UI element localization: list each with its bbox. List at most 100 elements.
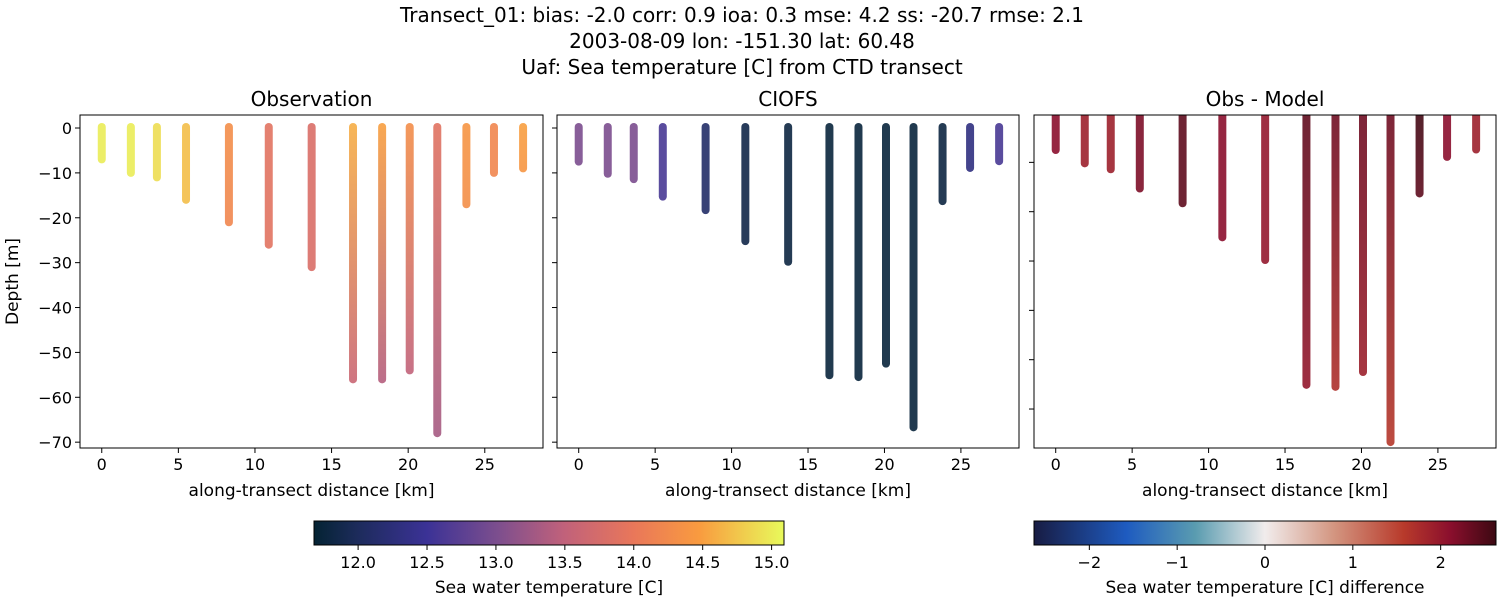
panel-title: CIOFS (758, 87, 817, 111)
panel-title: Observation (251, 87, 373, 111)
station-profile (349, 123, 358, 384)
colorbar-tick-label: 2 (1436, 553, 1446, 572)
x-axis-label: along-transect distance [km] (1142, 481, 1388, 501)
title-line-3: Uaf: Sea temperature [C] from CTD transe… (521, 55, 962, 79)
x-tick-label: 20 (874, 455, 894, 474)
station-profile (433, 123, 442, 438)
axes-frame (1033, 114, 1497, 449)
x-tick-label: 20 (398, 455, 418, 474)
station-profile (1472, 115, 1481, 154)
panel-1: Observation 0 5 10 15 20 25 along-transect dist… (3, 87, 544, 501)
axes-frame (556, 114, 1020, 449)
station-profile (938, 123, 947, 206)
station-profile (519, 123, 528, 173)
panel-title: Obs - Model (1206, 87, 1325, 111)
colorbar-tick-label: 12.5 (409, 553, 445, 572)
station-profile (966, 123, 975, 172)
colorbar-label: Sea water temperature [C] difference (1105, 578, 1424, 598)
station-profile (881, 123, 890, 368)
station-profile (1218, 115, 1227, 242)
station-profile (603, 123, 612, 178)
colorbar-2: −2 −1 0 1 2 Sea water temperature [C] differe… (1033, 520, 1497, 598)
station-profile (909, 123, 918, 432)
colorbar-label: Sea water temperature [C] (435, 578, 663, 598)
station-profile (658, 123, 667, 201)
station-profile (1415, 115, 1424, 198)
colorbar-tick-label: −2 (1078, 553, 1102, 572)
x-tick-label: 5 (650, 455, 660, 474)
station-profile (152, 123, 161, 182)
colorbar-tick-label: 14.0 (616, 553, 652, 572)
colorbar-tick-label: 12.0 (340, 553, 376, 572)
x-tick-label: 0 (97, 455, 107, 474)
colorbar-tick-label: −1 (1165, 553, 1189, 572)
station-profile (1135, 115, 1144, 193)
station-profile (489, 123, 498, 177)
colorbar-tick-label: 15.0 (754, 553, 790, 572)
station-profile (1358, 115, 1367, 377)
x-axis-label: along-transect distance [km] (189, 481, 435, 501)
title-line-2: 2003-08-09 lon: -151.30 lat: 60.48 (569, 29, 915, 53)
panel-2: CIOFS 0 5 10 15 20 25 along-transect distance [… (552, 87, 1020, 501)
station-profile (1302, 115, 1311, 389)
station-profile (825, 123, 834, 380)
colorbar-tick-label: 1 (1348, 553, 1358, 572)
station-profile (1106, 115, 1115, 174)
colorbar-tick-label: 13.0 (478, 553, 514, 572)
station-profile (701, 123, 710, 215)
station-profile (264, 123, 273, 249)
station-profile (1261, 115, 1270, 265)
x-tick-label: 10 (245, 455, 265, 474)
colorbar-gradient (313, 520, 785, 546)
y-tick-label: −20 (38, 209, 72, 228)
y-tick-label: −50 (38, 343, 72, 362)
station-profile (629, 123, 638, 184)
axes-frame (79, 114, 544, 449)
station-profile (574, 123, 583, 166)
x-tick-label: 15 (321, 455, 341, 474)
x-tick-label: 25 (1428, 455, 1448, 474)
y-tick-label: −70 (38, 433, 72, 452)
colorbar-tick-label: 0 (1260, 553, 1270, 572)
station-profile (307, 123, 316, 272)
station-profile (741, 123, 750, 246)
y-axis-label: Depth [m] (3, 238, 23, 325)
station-profile (1080, 115, 1089, 168)
x-axis-label: along-transect distance [km] (665, 481, 911, 501)
y-tick-label: −40 (38, 299, 72, 318)
x-tick-label: 25 (475, 455, 495, 474)
station-profile (995, 123, 1004, 166)
y-tick-label: −30 (38, 254, 72, 273)
station-profile (1443, 115, 1452, 161)
x-tick-label: 20 (1351, 455, 1371, 474)
x-tick-label: 15 (1275, 455, 1295, 474)
station-profile (462, 123, 471, 209)
station-profile (224, 123, 233, 227)
x-tick-label: 0 (574, 455, 584, 474)
colorbar-gradient (1033, 520, 1497, 546)
x-tick-label: 0 (1051, 455, 1061, 474)
station-profile (97, 123, 106, 164)
station-profile (1386, 115, 1395, 447)
station-profile (1178, 115, 1187, 208)
station-profile (405, 123, 414, 375)
y-tick-label: 0 (62, 119, 72, 138)
station-profile (784, 123, 793, 266)
station-profile (854, 123, 863, 382)
station-profile (1331, 115, 1340, 391)
colorbar-tick-label: 13.5 (547, 553, 583, 572)
x-tick-label: 10 (721, 455, 741, 474)
x-tick-label: 5 (173, 455, 183, 474)
x-tick-label: 10 (1198, 455, 1218, 474)
station-profile (182, 123, 191, 204)
station-profile (126, 123, 135, 177)
y-tick-label: −10 (38, 164, 72, 183)
station-profile (1051, 115, 1060, 155)
x-tick-label: 5 (1127, 455, 1137, 474)
y-tick-label: −60 (38, 388, 72, 407)
colorbar-tick-label: 14.5 (685, 553, 721, 572)
title-line-1: Transect_01: bias: -2.0 corr: 0.9 ioa: 0… (399, 3, 1084, 27)
panel-3: Obs - Model 0 5 10 15 20 25 along-transect dist… (1029, 87, 1497, 501)
x-tick-label: 15 (798, 455, 818, 474)
